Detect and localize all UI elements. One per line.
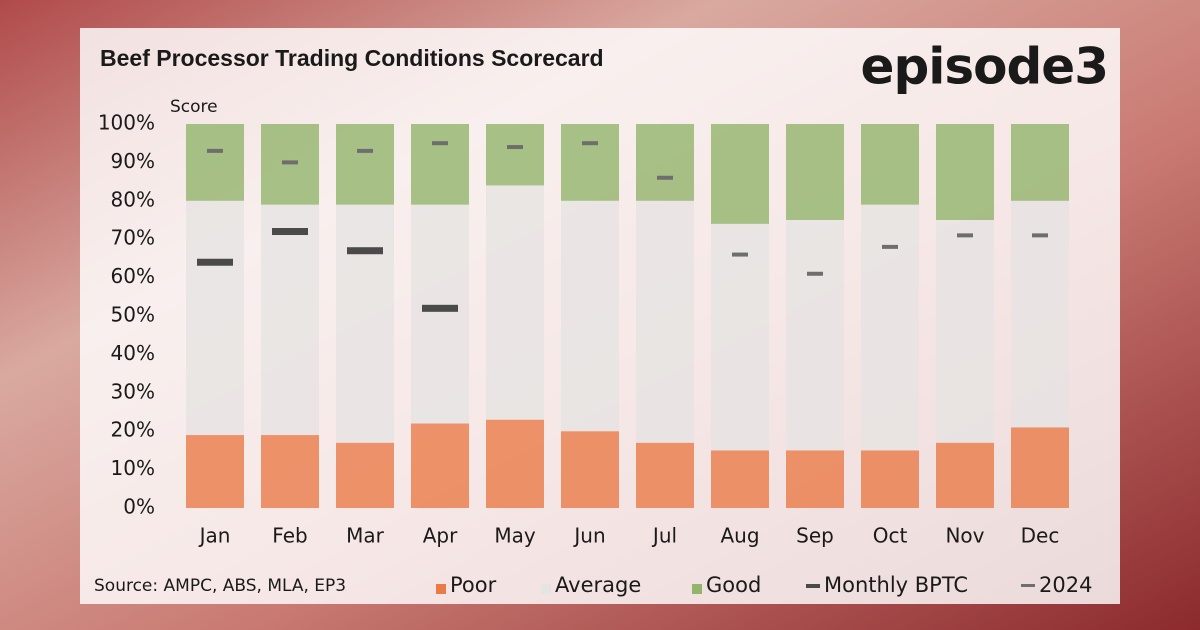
y-tick-label: 60% xyxy=(111,264,155,288)
bar-segment xyxy=(936,220,994,443)
marker xyxy=(207,148,223,153)
legend-swatch xyxy=(692,584,702,594)
bar-segment xyxy=(336,124,394,205)
x-tick-label: Sep xyxy=(796,524,834,548)
bar-segment xyxy=(711,124,769,224)
legend-label: Monthly BPTC xyxy=(824,573,968,597)
legend-label: Poor xyxy=(450,573,497,597)
legend-swatch xyxy=(436,584,446,594)
legend-label: Average xyxy=(555,573,641,597)
y-tick-label: 10% xyxy=(111,456,155,480)
y-tick-label: 40% xyxy=(111,341,155,365)
chart-title: Beef Processor Trading Conditions Scorec… xyxy=(100,45,604,71)
bar-segment xyxy=(486,185,544,420)
bar-segment xyxy=(786,124,844,220)
bar-segment xyxy=(336,204,394,443)
x-tick-label: Jun xyxy=(572,524,605,548)
x-tick-label: Nov xyxy=(945,524,984,548)
marker xyxy=(657,175,673,180)
bar-segment xyxy=(486,124,544,186)
marker xyxy=(432,141,448,146)
x-tick-label: Jul xyxy=(651,524,677,548)
bar-segment xyxy=(861,450,919,508)
bar-segment xyxy=(1011,200,1069,428)
brand-logo: episode3 xyxy=(861,38,1108,96)
bar-segment xyxy=(861,124,919,205)
bar-segment xyxy=(711,223,769,451)
bar-segment xyxy=(936,442,994,508)
bar-segment xyxy=(561,431,619,508)
bar-segment xyxy=(486,419,544,508)
y-tick-label: 20% xyxy=(111,418,155,442)
y-axis-label: Score xyxy=(170,97,218,117)
x-tick-label: Oct xyxy=(873,524,908,548)
marker xyxy=(507,145,523,150)
bar-segment xyxy=(186,124,244,201)
legend-swatch xyxy=(806,584,820,588)
bar-segment xyxy=(1011,427,1069,508)
bar-segment xyxy=(1011,124,1069,201)
y-tick-label: 30% xyxy=(111,379,155,403)
x-tick-label: Dec xyxy=(1021,524,1060,548)
marker xyxy=(582,141,598,146)
x-tick-label: Feb xyxy=(272,524,307,548)
x-tick-label: Mar xyxy=(346,524,385,548)
bar-segment xyxy=(636,124,694,201)
marker xyxy=(357,148,373,153)
legend-swatch xyxy=(1021,584,1035,587)
y-tick-label: 50% xyxy=(111,303,155,327)
bar-segment xyxy=(261,204,319,436)
x-tick-label: Aug xyxy=(720,524,759,548)
legend-swatch xyxy=(541,584,551,594)
bar-segment xyxy=(936,124,994,220)
y-tick-label: 0% xyxy=(123,495,155,519)
y-tick-label: 80% xyxy=(111,187,155,211)
marker xyxy=(807,271,823,276)
bar-segment xyxy=(186,200,244,436)
y-tick-label: 70% xyxy=(111,226,155,250)
marker xyxy=(282,160,298,165)
marker xyxy=(422,304,458,312)
bar-segment xyxy=(861,204,919,451)
marker xyxy=(957,233,973,238)
marker xyxy=(272,228,308,236)
y-tick-label: 100% xyxy=(98,111,155,135)
bar-segment xyxy=(636,200,694,443)
bar-segment xyxy=(561,200,619,432)
marker xyxy=(347,247,383,255)
bar-segment xyxy=(336,442,394,508)
marker xyxy=(732,252,748,257)
bar-segment xyxy=(411,204,469,424)
x-tick-label: May xyxy=(494,524,536,548)
x-tick-label: Jan xyxy=(198,524,231,548)
marker xyxy=(1032,233,1048,238)
bar-segment xyxy=(411,124,469,205)
marker xyxy=(197,258,233,266)
bar-segment xyxy=(636,442,694,508)
bar-segment xyxy=(261,435,319,508)
y-tick-label: 90% xyxy=(111,149,155,173)
bar-segment xyxy=(786,220,844,451)
bar-segment xyxy=(411,423,469,508)
bar-segment xyxy=(561,124,619,201)
bar-segment xyxy=(711,450,769,508)
legend-label: 2024 xyxy=(1039,573,1092,597)
bar-segment xyxy=(186,435,244,508)
legend-label: Good xyxy=(706,573,761,597)
bar-segment xyxy=(786,450,844,508)
source: Source: AMPC, ABS, MLA, EP3 xyxy=(94,576,346,596)
x-tick-label: Apr xyxy=(423,524,458,548)
marker xyxy=(882,244,898,249)
